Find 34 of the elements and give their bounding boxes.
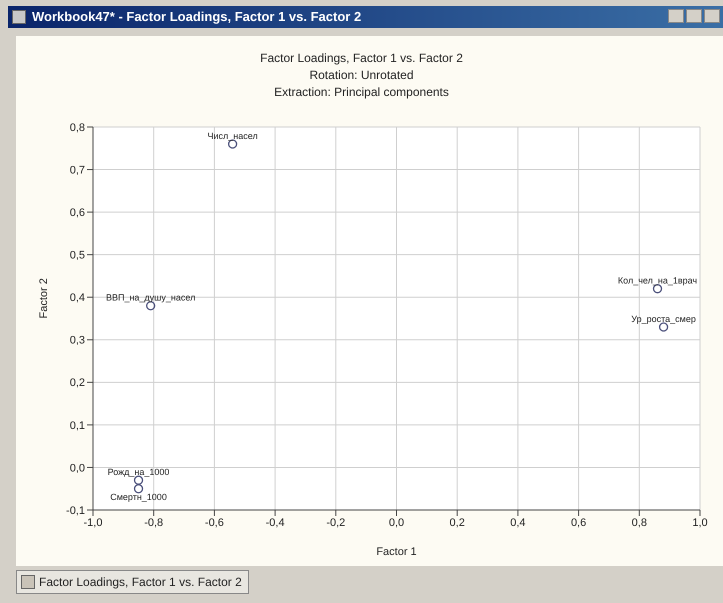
annotation: Ур_роста_смер (631, 314, 696, 324)
point (134, 484, 144, 494)
chart-title: Factor Loadings, Factor 1 vs. Factor 2 (259, 50, 464, 67)
y-tick-label: 0,3 (70, 334, 85, 347)
x-tick-label: -0,2 (326, 516, 346, 529)
annotation: Рожд_на_1000 (108, 467, 170, 478)
y-tick-label: 0,8 (70, 122, 85, 134)
y-tick-label: 0,0 (70, 462, 85, 474)
text: Factor Loadings, Factor 1 vs. Factor 2 (16, 570, 249, 594)
y-tick-label: 0,5 (70, 250, 85, 262)
y-tick-label: 0,6 (70, 207, 85, 220)
annotation: Числ_насел (208, 131, 258, 142)
x-tick-label: 0,8 (632, 516, 647, 529)
x-tick-label: -0,8 (144, 516, 164, 529)
x-axis-title: Factor 1 (376, 546, 417, 558)
x-tick-label: 0,6 (570, 516, 586, 529)
annotation: Смертн_1000 (110, 492, 167, 502)
y-axis-title: Factor 2 (38, 278, 50, 318)
x-tick-label: -1,0 (84, 516, 102, 529)
y-tick-label: 0,2 (70, 377, 85, 390)
x-tick-label: 1,0 (692, 516, 708, 529)
text: Workbook47* - Factor Loadings, Factor 1 vs. Factor 2 (32, 8, 362, 26)
y-tick-label: 0,4 (70, 292, 85, 304)
annotation: ВВП_на_душу_насел (106, 292, 196, 303)
x-tick-label: -0,4 (266, 516, 285, 529)
y-tick-label: 0,7 (70, 164, 85, 176)
x-tick-label: 0,0 (388, 516, 404, 529)
x-tick-label: 0,2 (450, 516, 465, 529)
x-tick-label: -0,6 (204, 516, 224, 529)
y-tick-label: 0,1 (70, 420, 85, 432)
annotation: Кол_чел_на_1врач (618, 276, 698, 286)
chart-subtitle: Rotation: Unrotated Extraction: Principal components (273, 67, 450, 101)
y-tick-label: -0,1 (66, 504, 85, 517)
x-tick-label: 0,4 (510, 516, 526, 529)
